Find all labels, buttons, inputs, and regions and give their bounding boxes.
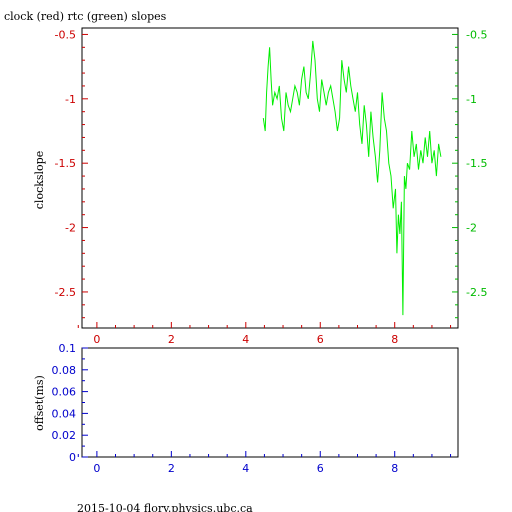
bottom-y-tick-label: 0.02	[52, 429, 77, 442]
bottom-y-tick-label: 0.1	[59, 342, 77, 355]
top-x-tick-label: 6	[317, 333, 324, 346]
top-y-tick-label-right: -0.5	[466, 28, 487, 41]
bottom-x-tick-label: 8	[391, 462, 398, 475]
top-x-tick-label: 4	[242, 333, 249, 346]
footer-text: 2015-10-04 flory.physics.ubc.ca	[77, 502, 253, 512]
bottom-x-tick-label: 2	[168, 462, 175, 475]
bottom-y-axis-label: offset(ms)	[33, 375, 46, 431]
top-x-tick-label: 2	[168, 333, 175, 346]
bottom-x-tick-label: 4	[242, 462, 249, 475]
top-y-tick-label-right: -2	[466, 222, 477, 235]
top-plot-frame	[81, 27, 459, 329]
top-y-tick-label-left: -1.5	[55, 157, 76, 170]
bottom-x-tick-label: 6	[317, 462, 324, 475]
bottom-x-tick-label: 0	[93, 462, 100, 475]
bottom-y-tick-label: 0.04	[52, 407, 77, 420]
top-y-tick-label-left: -2.5	[55, 286, 76, 299]
top-y-tick-label-left: -1	[65, 93, 76, 106]
top-series	[262, 40, 442, 316]
top-x-tick-label: 0	[93, 333, 100, 346]
top-axes: 0 2 4 6 8 -2.5 -2.5 -2 -2 -1.5 -1.5 -1 -1 -0.5 -0.5	[55, 28, 488, 346]
bottom-plot-frame	[81, 347, 459, 458]
top-y-tick-label-right: -1.5	[466, 157, 487, 170]
bottom-panel: 0 2 4 6 8 0 0.02 0.04 0.06 0.08 0.1 offset(ms)	[33, 342, 459, 475]
top-y-tick-label-right: -2.5	[466, 286, 487, 299]
chart-title: clock (red) rtc (green) slopes	[4, 10, 167, 23]
top-y-tick-label-left: -2	[65, 222, 76, 235]
top-y-tick-label-right: -1	[466, 93, 477, 106]
series-line-0	[262, 40, 442, 316]
top-y-axis-label: clockslope	[33, 151, 46, 209]
bottom-axes: 0 2 4 6 8 0 0.02 0.04 0.06 0.08 0.1	[52, 342, 452, 475]
top-y-tick-label-left: -0.5	[55, 28, 76, 41]
top-panel: 0 2 4 6 8 -2.5 -2.5 -2 -2 -1.5 -1.5 -1 -1 -0.5 -0.5 cl…	[33, 27, 488, 346]
bottom-y-tick-label: 0.06	[52, 386, 77, 399]
bottom-y-tick-label: 0	[69, 451, 76, 464]
bottom-y-tick-label: 0.08	[52, 364, 77, 377]
top-x-tick-label: 8	[391, 333, 398, 346]
